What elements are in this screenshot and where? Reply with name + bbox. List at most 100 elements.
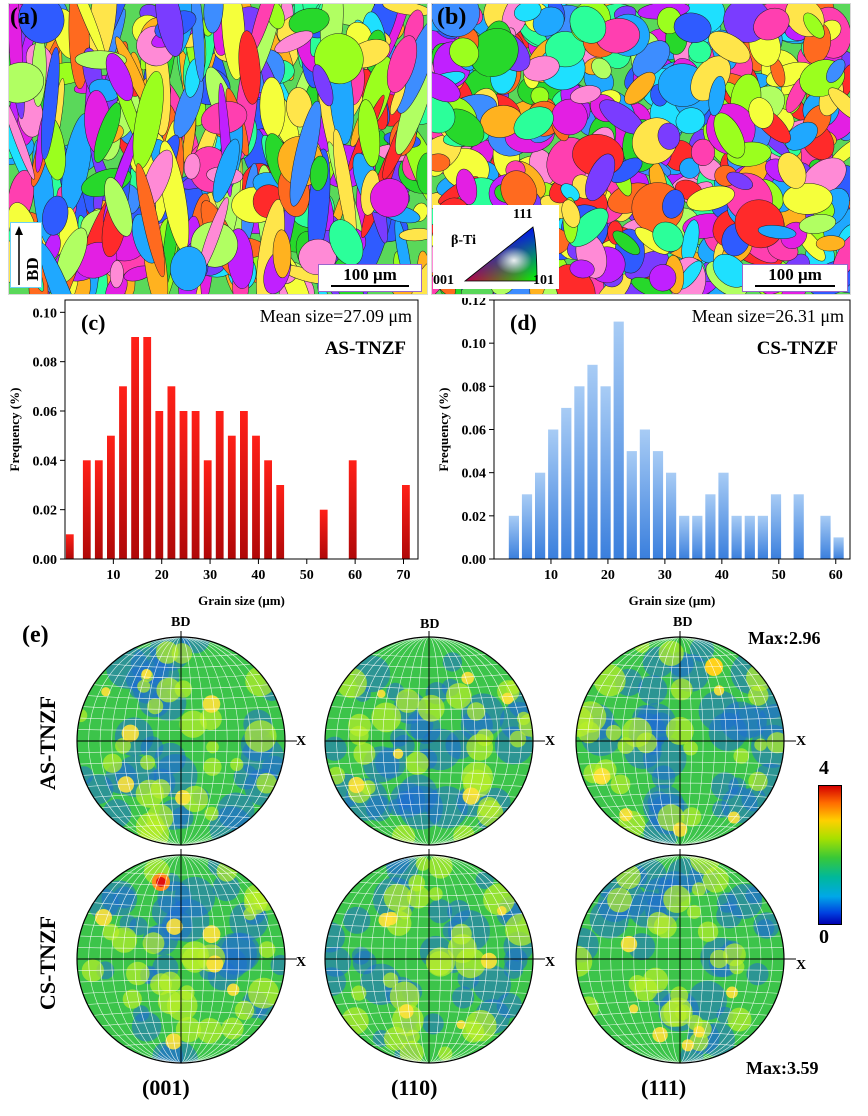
max-label-as: Max:2.96 <box>748 628 821 648</box>
bd-label: BD <box>23 257 42 281</box>
histogram-bar <box>508 515 519 559</box>
intensity-spot <box>101 687 111 697</box>
histogram-bar <box>652 451 664 559</box>
pole-figure-outline <box>76 854 286 1064</box>
intensity-spot <box>159 971 181 994</box>
histogram-bar <box>215 411 224 559</box>
intensity-spot <box>230 757 244 772</box>
panel-label-b: (b) <box>437 4 467 30</box>
histogram-cs: 0.00 0.02 0.04 0.06 0.08 0.10 0.12 10 20 30 40 50 60… <box>430 298 868 616</box>
intensity-spot <box>378 912 393 928</box>
intensity-spot <box>723 943 746 967</box>
histogram-bar <box>613 321 624 559</box>
intensity-spot <box>399 785 443 830</box>
histogram-bar <box>94 460 103 559</box>
column-label-110: (110) <box>391 1075 438 1100</box>
histogram-bar <box>535 472 546 559</box>
intensity-spot <box>605 724 622 741</box>
intensity-spot <box>734 705 767 738</box>
y-tick-label: 0.00 <box>33 553 58 568</box>
y-tick-label: 0.00 <box>462 553 487 568</box>
histogram-bar <box>319 509 328 559</box>
intensity-spot <box>202 695 221 713</box>
histogram-bar <box>793 494 804 560</box>
intensity-spot <box>349 725 369 746</box>
intensity-spot <box>196 1018 223 1044</box>
y-tick-label: 0.02 <box>462 510 487 525</box>
intensity-spot <box>476 800 504 827</box>
histogram-bar <box>143 337 152 559</box>
intensity-spot <box>697 921 719 942</box>
intensity-spot <box>576 701 607 733</box>
histogram-bar <box>744 515 755 559</box>
intensity-spot <box>462 1020 485 1043</box>
y-tick-label: 0.04 <box>33 454 58 469</box>
intensity-spot <box>438 1046 453 1061</box>
histogram-bar <box>639 429 650 559</box>
histogram-bar <box>718 472 729 559</box>
pole-figure-grid <box>76 631 796 1064</box>
x-tick-label: 40 <box>715 568 729 583</box>
histogram-bar <box>131 337 139 559</box>
intensity-spot <box>681 1039 695 1052</box>
x-tick-label: 70 <box>396 568 410 583</box>
histogram-bar <box>155 411 164 559</box>
panel-label-d: (d) <box>510 310 537 335</box>
intensity-spot <box>509 730 527 748</box>
intensity-spot <box>660 1001 687 1027</box>
intensity-spot <box>595 773 606 783</box>
intensity-spot <box>634 638 650 653</box>
intensity-spot <box>126 961 150 986</box>
intensity-spot <box>95 909 112 926</box>
intensity-spot <box>705 658 723 676</box>
pf-x-label: X <box>545 955 556 970</box>
histogram-bar <box>203 460 212 559</box>
intensity-spot <box>466 733 494 761</box>
histogram-bar <box>679 515 690 559</box>
x-tick-label: 30 <box>203 568 217 583</box>
intensity-spot <box>166 918 183 935</box>
histogram-bar <box>348 460 357 559</box>
pf-bd-label: BD <box>673 615 693 630</box>
x-tick-label: 30 <box>658 568 672 583</box>
x-tick-label: 50 <box>300 568 314 583</box>
histogram-bar <box>107 435 115 559</box>
pole-figure <box>576 637 784 845</box>
pf-bd-label: BD <box>171 615 191 630</box>
pf-bd-label: BD <box>420 617 440 632</box>
intensity-spot <box>258 941 276 958</box>
intensity-spot <box>505 913 533 946</box>
ipf-corner-001: 001 <box>433 273 454 288</box>
x-tick-label: 40 <box>251 568 265 583</box>
intensity-spot <box>501 692 514 705</box>
intensity-spot <box>142 932 165 955</box>
intensity-spot <box>121 724 139 742</box>
y-tick-label: 0.08 <box>33 356 58 371</box>
intensity-spot <box>325 736 347 761</box>
mean-size-annotation: Mean size=26.31 μm <box>692 306 844 326</box>
intensity-spot <box>351 985 367 1001</box>
pole-figure <box>576 855 784 1063</box>
sample-title: AS-TNZF <box>325 338 406 359</box>
intensity-spot <box>165 1033 182 1050</box>
intensity-spot <box>202 925 221 944</box>
histogram-bar <box>402 485 410 559</box>
intensity-spot <box>157 881 192 916</box>
intensity-spot <box>102 753 123 773</box>
x-tick-label: 50 <box>772 568 786 583</box>
y-tick-label: 0.06 <box>33 405 58 420</box>
intensity-spot <box>428 899 453 924</box>
intensity-spot <box>141 668 152 680</box>
intensity-spot <box>670 678 693 701</box>
x-tick-label: 20 <box>155 568 169 583</box>
intensity-spot <box>206 955 224 973</box>
intensity-spot <box>452 986 475 1009</box>
histogram-bar <box>770 494 782 560</box>
intensity-spot <box>327 766 346 785</box>
histogram-bar <box>276 485 285 559</box>
intensity-spot <box>377 689 386 698</box>
histogram-bar <box>252 435 260 559</box>
intensity-spot <box>406 1029 420 1044</box>
panel-label-e: (e) <box>22 622 49 648</box>
intensity-spot <box>245 666 276 697</box>
